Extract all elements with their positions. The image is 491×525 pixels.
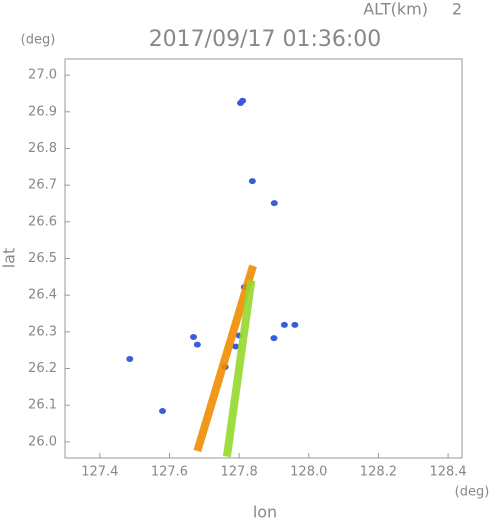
- y-tick-label: 26.5: [28, 251, 57, 266]
- x-tick-label: 128.2: [360, 465, 397, 480]
- echo-point: [126, 355, 134, 362]
- x-tick-label: 127.4: [81, 465, 118, 480]
- y-tick-label: 26.3: [28, 324, 57, 339]
- echo-point: [270, 200, 278, 207]
- y-tick-label: 26.2: [28, 361, 57, 376]
- echo-point: [291, 321, 299, 328]
- y-tick-label: 26.7: [28, 178, 57, 193]
- echo-point: [239, 97, 247, 104]
- x-tick-label: 127.8: [221, 465, 258, 480]
- x-label: lon: [253, 503, 277, 522]
- echo-point: [232, 343, 240, 350]
- y-tick-label: 26.6: [28, 214, 57, 229]
- y-tick-label: 27.0: [28, 68, 57, 83]
- y-unit: (deg): [21, 33, 56, 48]
- y-label: lat: [0, 248, 19, 269]
- y-tick-label: 26.0: [28, 434, 57, 449]
- y-tick-label: 26.8: [28, 141, 57, 156]
- echo-point: [280, 321, 288, 328]
- echo-streak: [222, 279, 256, 458]
- y-tick-label: 26.1: [28, 398, 57, 413]
- echo-point: [190, 333, 198, 340]
- alt-value: 2: [452, 0, 462, 19]
- x-tick-label: 128.0: [290, 465, 327, 480]
- y-tick-label: 26.9: [28, 104, 57, 119]
- x-tick-label: 128.4: [429, 465, 466, 480]
- alt-label: ALT(km): [363, 0, 428, 19]
- x-tick-label: 127.6: [151, 465, 188, 480]
- echo-point: [193, 341, 201, 348]
- echo-point: [159, 408, 167, 415]
- chart-title: 2017/09/17 01:36:00: [149, 27, 382, 52]
- echo-point: [248, 178, 256, 185]
- plot-frame: [64, 58, 463, 459]
- y-tick-label: 26.4: [28, 288, 57, 303]
- echo-streak: [193, 264, 257, 453]
- echo-point: [270, 335, 278, 342]
- x-unit: (deg): [455, 485, 490, 500]
